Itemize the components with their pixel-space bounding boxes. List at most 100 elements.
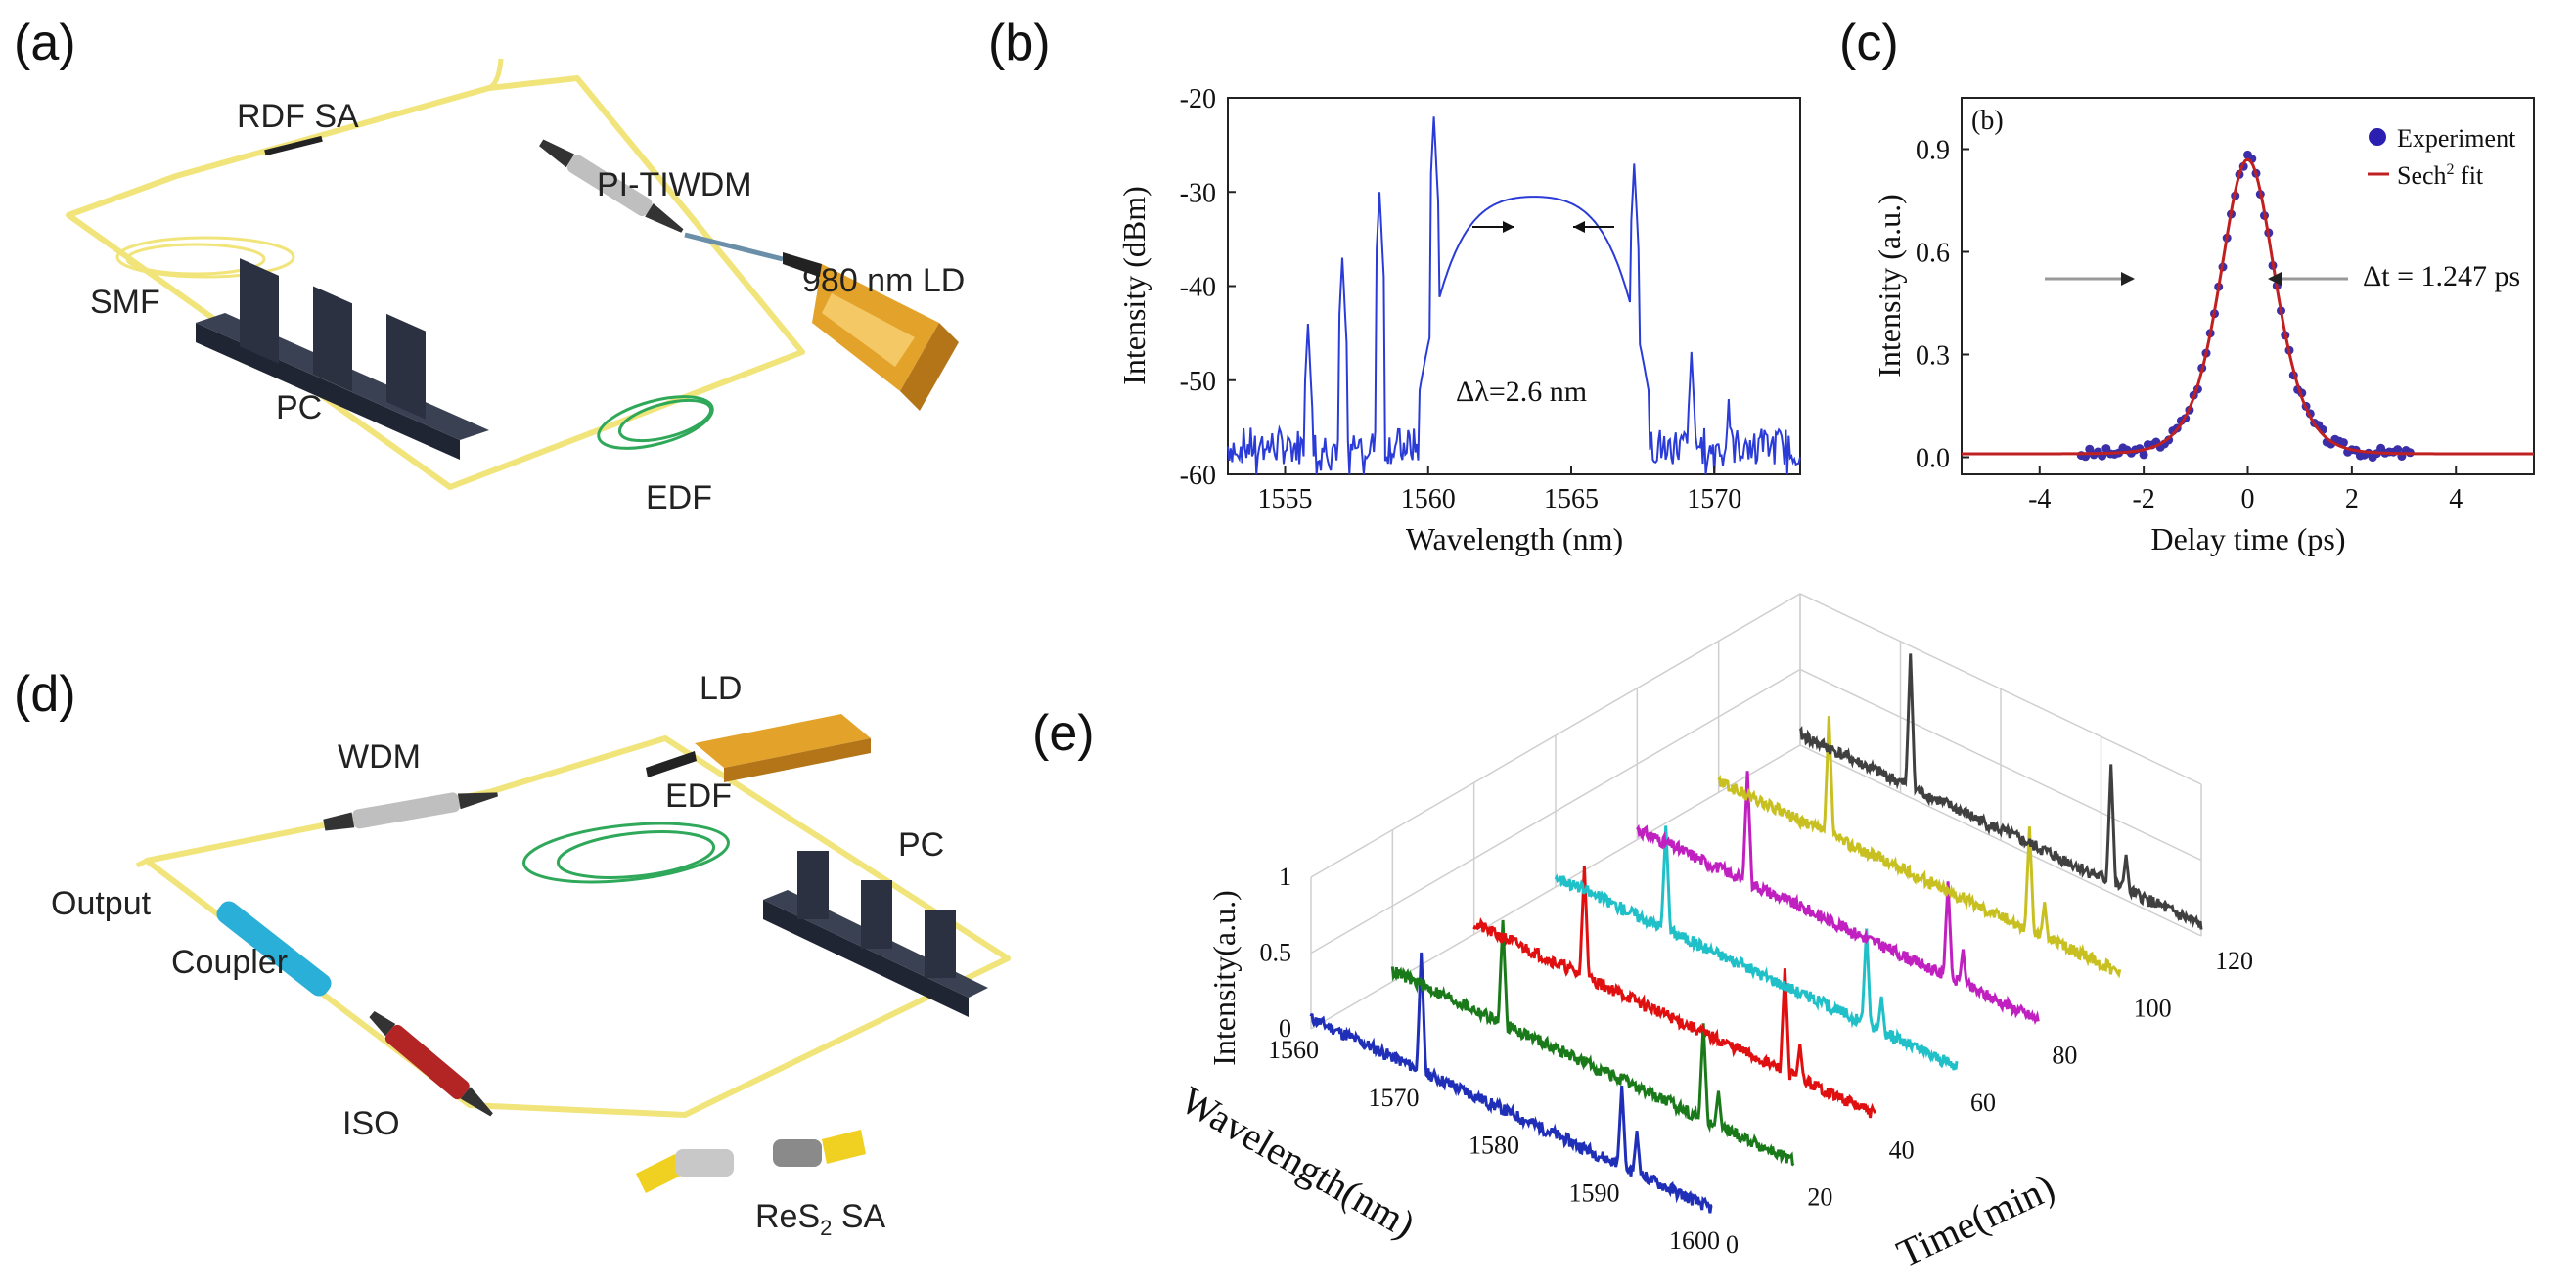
y-tick-label-c: 0.6 bbox=[1916, 239, 1950, 269]
panel-label-d: (d) bbox=[14, 666, 76, 723]
waterfall-trace bbox=[1472, 865, 1877, 1119]
wavelength-tick-label-e: 1590 bbox=[1569, 1178, 1620, 1207]
panel-a-schematic: RDF SA PI-TIWDM 980 nm LD SMF PC EDF bbox=[66, 58, 965, 516]
y-axis-label-b: Intensity (dBm) bbox=[1116, 186, 1152, 385]
pc-device bbox=[196, 258, 489, 460]
wavelength-tick-label-e: 1580 bbox=[1469, 1132, 1519, 1160]
y-tick-label-b: -60 bbox=[1180, 461, 1216, 491]
label-wdm-d: WDM bbox=[338, 738, 421, 776]
rdf-sa-element bbox=[264, 135, 323, 156]
x-tick-label-b: 1555 bbox=[1258, 484, 1313, 514]
x-tick-label-b: 1570 bbox=[1687, 484, 1741, 514]
inner-label-c: (b) bbox=[1971, 106, 2004, 136]
fiber-loop bbox=[66, 75, 805, 490]
grid-e bbox=[1310, 593, 2202, 1030]
grid-line-e bbox=[1310, 668, 2202, 955]
y-tick-label-b: -50 bbox=[1180, 367, 1216, 397]
panel-label-b: (b) bbox=[988, 15, 1051, 71]
y-tick-label-c: 0.0 bbox=[1916, 444, 1950, 474]
label-iso-d: ISO bbox=[342, 1105, 400, 1142]
z-ticks-e: 00.51 bbox=[1260, 863, 1292, 1043]
z-tick-label-e: 0 bbox=[1279, 1014, 1291, 1043]
experiment-point bbox=[2338, 438, 2348, 448]
grid-line-e bbox=[1310, 593, 2202, 878]
x-tick-label-c: 0 bbox=[2241, 484, 2255, 514]
waterfall-trace bbox=[1309, 952, 1713, 1214]
label-rdf-sa: RDF SA bbox=[237, 98, 359, 135]
y-tick-label-b: -30 bbox=[1180, 178, 1216, 208]
fwhm-arrows-c bbox=[2045, 272, 2348, 286]
y-tick-label-b: -40 bbox=[1180, 273, 1216, 303]
grid-line-e bbox=[1310, 744, 2202, 1030]
label-edf: EDF bbox=[646, 479, 712, 516]
pc-device-d bbox=[763, 851, 988, 1017]
fwhm-annotation-c: Δt = 1.247 ps bbox=[2363, 260, 2520, 292]
iso-device-d bbox=[369, 1010, 493, 1117]
y-axis-label-c: Intensity (a.u.) bbox=[1872, 194, 1907, 378]
wavelength-tick-label-e: 1600 bbox=[1669, 1226, 1720, 1255]
time-tick-label-e: 100 bbox=[2134, 994, 2172, 1022]
x-ticks-b: 1555 1560 1565 1570 bbox=[1258, 466, 1741, 514]
fwhm-annotation-b: Δλ=2.6 nm bbox=[1456, 376, 1587, 408]
x-axis-label-b: Wavelength (nm) bbox=[1406, 521, 1623, 556]
fwhm-arrows-b bbox=[1472, 221, 1614, 233]
label-sa-sub: 2 bbox=[820, 1216, 832, 1240]
label-sa-prefix: ReS bbox=[755, 1198, 820, 1235]
experiment-point bbox=[2139, 450, 2148, 460]
label-sa-d: ReS2 SA bbox=[755, 1198, 886, 1240]
legend-fit-name: Sech bbox=[2397, 161, 2447, 190]
experiment-point bbox=[2393, 445, 2403, 455]
waterfall-trace bbox=[1717, 716, 2122, 979]
wavelength-tick-label-e: 1570 bbox=[1369, 1084, 1420, 1112]
res2-sa-device-d bbox=[636, 1130, 866, 1193]
time-ticks-e: 0 20 40 60 80 100 120 bbox=[1726, 947, 2253, 1259]
label-smf: SMF bbox=[90, 284, 160, 321]
x-tick-label-b: 1560 bbox=[1401, 484, 1456, 514]
y-tick-label-b: -20 bbox=[1180, 84, 1216, 114]
waterfall-traces bbox=[1309, 653, 2203, 1214]
panel-d-schematic: LD WDM EDF PC Output Coupler ISO ReS2 SA bbox=[51, 670, 1011, 1240]
y-tick-label-c: 0.9 bbox=[1916, 136, 1950, 166]
label-ld-d: LD bbox=[700, 670, 742, 707]
label-pc-d: PC bbox=[898, 826, 944, 864]
time-tick-label-e: 80 bbox=[2052, 1042, 2077, 1070]
legend-fit-sup: 2 bbox=[2447, 161, 2455, 178]
y-axis-label-e: Time(min) bbox=[1890, 1165, 2061, 1275]
ld-device-d bbox=[646, 714, 871, 782]
y-tick-label-c: 0.3 bbox=[1916, 341, 1950, 372]
x-tick-label-c: 4 bbox=[2449, 484, 2463, 514]
label-sa-suffix: SA bbox=[832, 1198, 885, 1235]
label-edf-d: EDF bbox=[665, 777, 732, 815]
y-ticks-b: -20 -30 -40 -50 -60 bbox=[1180, 84, 1236, 491]
panel-label-c: (c) bbox=[1839, 15, 1899, 71]
label-pi-tiwdm: PI-TIWDM bbox=[597, 166, 752, 203]
z-tick-label-e: 0.5 bbox=[1260, 939, 1292, 967]
pi-tiwdm-device bbox=[539, 139, 684, 233]
spectrum-trace bbox=[1227, 116, 1801, 475]
wdm-device-d bbox=[323, 792, 498, 831]
waterfall-trace bbox=[1390, 919, 1795, 1167]
time-tick-label-e: 20 bbox=[1807, 1183, 1832, 1212]
z-axis-label-e: Intensity(a.u.) bbox=[1206, 890, 1242, 1066]
legend-experiment: Experiment bbox=[2397, 124, 2516, 153]
wavelength-ticks-e: 1560 1570 1580 1590 1600 bbox=[1268, 1036, 1720, 1255]
x-tick-label-b: 1565 bbox=[1544, 484, 1599, 514]
time-tick-label-e: 60 bbox=[1970, 1088, 1996, 1117]
label-pc: PC bbox=[276, 389, 322, 426]
z-tick-label-e: 1 bbox=[1279, 863, 1291, 891]
time-tick-label-e: 0 bbox=[1726, 1230, 1739, 1259]
waterfall-trace bbox=[1554, 825, 1959, 1071]
legend-fit: Sech2 fit bbox=[2397, 161, 2484, 190]
fiber-loop-d bbox=[144, 735, 1011, 1118]
edf-coil bbox=[597, 395, 714, 450]
label-980-ld: 980 nm LD bbox=[802, 262, 965, 299]
legend-fit-suffix: fit bbox=[2455, 161, 2484, 190]
panel-label-a: (a) bbox=[14, 15, 76, 71]
smf-coil bbox=[115, 236, 295, 279]
x-tick-label-c: -4 bbox=[2028, 484, 2051, 514]
label-output-d: Output bbox=[51, 885, 152, 922]
time-tick-label-e: 40 bbox=[1889, 1135, 1915, 1164]
time-tick-label-e: 120 bbox=[2215, 947, 2253, 975]
x-axis-label-c: Delay time (ps) bbox=[2150, 521, 2345, 556]
